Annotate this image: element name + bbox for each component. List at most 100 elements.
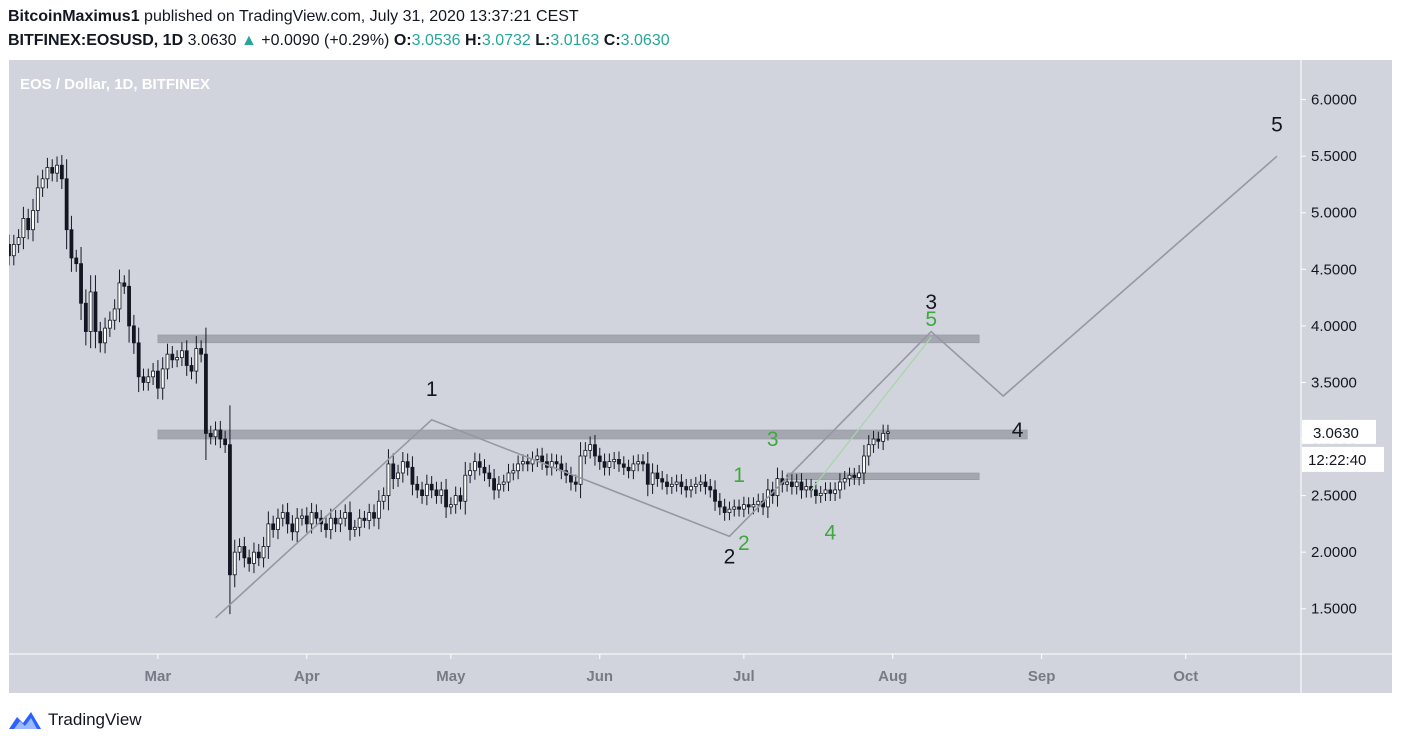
candle-body bbox=[194, 348, 199, 372]
candle-body bbox=[7, 244, 11, 257]
candle-body bbox=[362, 517, 367, 521]
candle-body bbox=[813, 489, 818, 497]
candle-body bbox=[127, 285, 131, 327]
candle-body bbox=[295, 517, 300, 533]
candle-body bbox=[737, 506, 741, 510]
candle-body bbox=[386, 463, 391, 497]
chart-area[interactable]: EOS / Dollar, 1D, BITFINEX 1.5000 2.0000 2.… bbox=[7, 60, 1392, 693]
candle-body bbox=[521, 461, 525, 465]
candle-body bbox=[655, 472, 660, 480]
candle-body bbox=[727, 508, 732, 513]
candle-body bbox=[151, 370, 155, 378]
candle-body bbox=[304, 515, 309, 525]
candle-body bbox=[64, 178, 69, 231]
candle-body bbox=[348, 512, 352, 530]
candle-body bbox=[429, 483, 434, 491]
tradingview-brand[interactable]: TradingView bbox=[48, 710, 142, 729]
y-tick-label: 3.5000 bbox=[1311, 374, 1357, 391]
resistance-zone[interactable] bbox=[157, 334, 980, 344]
candle-body bbox=[381, 495, 386, 502]
wave-label: 5 bbox=[925, 308, 937, 331]
close-value: 3.0630 bbox=[620, 32, 670, 49]
sub-wave-path[interactable] bbox=[810, 336, 932, 491]
candle-body bbox=[626, 466, 631, 472]
candle-body bbox=[463, 474, 468, 502]
candle-body bbox=[794, 481, 799, 487]
candle-body bbox=[141, 376, 146, 383]
chart-svg[interactable]: EOS / Dollar, 1D, BITFINEX 1.5000 2.0000 2.… bbox=[7, 60, 1392, 693]
candle-body bbox=[607, 461, 612, 468]
candle-body bbox=[261, 546, 266, 559]
candle-body bbox=[641, 461, 645, 465]
candle-body bbox=[204, 353, 208, 434]
candle-body bbox=[21, 217, 26, 239]
candle-body bbox=[88, 291, 93, 332]
candle-body bbox=[107, 319, 112, 329]
candle-body bbox=[501, 481, 506, 485]
candle-body bbox=[276, 517, 280, 530]
candle-body bbox=[573, 481, 578, 485]
candle-body bbox=[645, 463, 650, 485]
candle-body bbox=[424, 483, 429, 496]
candle-body bbox=[93, 291, 98, 332]
chart-title: EOS / Dollar, 1D, BITFINEX bbox=[20, 76, 210, 93]
candle-body bbox=[79, 263, 83, 304]
candle-body bbox=[453, 495, 458, 506]
candle-body bbox=[862, 455, 866, 474]
candle-body bbox=[165, 353, 170, 370]
candle-body bbox=[184, 350, 189, 366]
candle-body bbox=[497, 483, 501, 491]
resistance-zone[interactable] bbox=[786, 472, 980, 481]
candle-body bbox=[828, 489, 833, 494]
candle-body bbox=[741, 504, 746, 510]
candle-body bbox=[175, 357, 180, 361]
candle-body bbox=[434, 489, 439, 497]
candle-body bbox=[155, 370, 160, 389]
candle-body bbox=[117, 282, 122, 310]
candle-body bbox=[468, 470, 472, 476]
candle-body bbox=[886, 431, 890, 434]
candle-body bbox=[252, 551, 256, 564]
author-name[interactable]: BitcoinMaximus1 bbox=[8, 8, 140, 25]
high-value: 3.0732 bbox=[481, 32, 531, 49]
y-tick-label: 5.0000 bbox=[1311, 205, 1357, 222]
candle-body bbox=[136, 342, 141, 378]
candle-body bbox=[103, 327, 107, 344]
chart-background bbox=[9, 60, 1392, 693]
y-tick-label: 2.0000 bbox=[1311, 544, 1357, 561]
candle-body bbox=[679, 481, 684, 487]
y-tick-label: 6.0000 bbox=[1311, 92, 1357, 109]
candle-body bbox=[554, 461, 559, 465]
wave-label: 5 bbox=[1271, 113, 1283, 136]
candle-body bbox=[55, 164, 59, 174]
candle-body bbox=[400, 461, 405, 474]
y-tick-label: 4.5000 bbox=[1311, 261, 1357, 278]
candle-body bbox=[309, 512, 314, 525]
candle-body bbox=[396, 472, 400, 480]
candle-body bbox=[492, 478, 497, 491]
candle-body bbox=[511, 470, 516, 474]
candle-body bbox=[852, 474, 857, 478]
candle-body bbox=[866, 444, 871, 457]
candle-body bbox=[324, 523, 328, 530]
wave-label: 1 bbox=[426, 378, 438, 401]
candle-body bbox=[472, 461, 477, 472]
resistance-zone[interactable] bbox=[157, 429, 1028, 440]
wave-label: 2 bbox=[738, 532, 750, 555]
countdown-tag-label: 12:22:40 bbox=[1308, 452, 1366, 469]
elliott-wave-path[interactable] bbox=[214, 155, 1278, 619]
candle-body bbox=[669, 483, 674, 487]
candle-body bbox=[477, 461, 482, 468]
candle-body bbox=[448, 504, 453, 508]
x-tick-label: Sep bbox=[1028, 668, 1056, 685]
candle-body bbox=[180, 350, 184, 358]
x-tick-label: Oct bbox=[1173, 668, 1198, 685]
candle-body bbox=[617, 458, 621, 465]
candle-body bbox=[823, 489, 828, 494]
candle-body bbox=[674, 481, 679, 485]
candle-body bbox=[631, 463, 636, 472]
candle-body bbox=[540, 455, 545, 463]
candle-body bbox=[367, 512, 372, 521]
candle-body bbox=[218, 429, 223, 440]
candle-body bbox=[838, 481, 842, 491]
